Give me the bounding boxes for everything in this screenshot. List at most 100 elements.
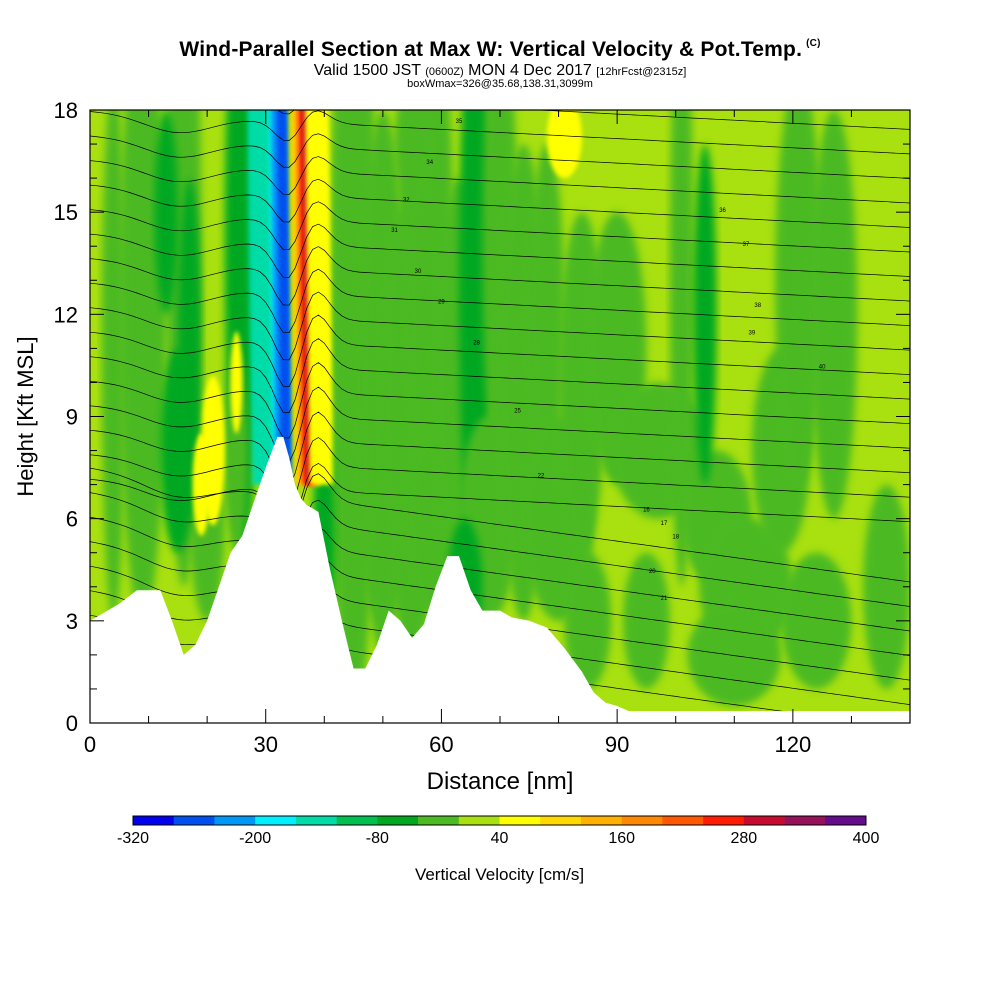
theta-label: 17 [661, 521, 668, 527]
field-cell-30 [810, 110, 858, 519]
colorbar-swatch [377, 816, 419, 825]
field-cell-36 [693, 144, 717, 485]
field-cell-32 [781, 552, 852, 689]
colorbar-swatch [255, 816, 297, 825]
colorbar-swatch [336, 816, 378, 825]
wave-band-2 [276, 110, 292, 485]
wave-band-7 [305, 110, 334, 485]
colorbar-swatch [825, 816, 867, 825]
y-axis-label: Height [Kft MSL] [13, 336, 38, 496]
x-tick-label: 0 [84, 732, 96, 757]
x-tick-label: 30 [253, 732, 277, 757]
updraft-cell-1 [192, 433, 211, 536]
theta-label: 34 [426, 160, 433, 166]
colorbar-swatch [418, 816, 460, 825]
terrain-profile [90, 436, 910, 723]
x-tick-label: 120 [774, 732, 811, 757]
theta-label: 35 [456, 119, 463, 125]
updraft-cell-3 [230, 331, 243, 434]
theta-label: 31 [391, 228, 398, 234]
colorbar-swatch [458, 816, 500, 825]
valid-date: MON 4 Dec 2017 [468, 62, 592, 79]
forecast-info: [12hrFcst@2315z] [596, 66, 687, 78]
colorbar-swatch [784, 816, 826, 825]
theta-line-15 [90, 268, 910, 334]
x-tick-label: 60 [429, 732, 453, 757]
theta-label: 21 [661, 596, 668, 602]
theta-label: 16 [643, 507, 650, 513]
y-tick-label: 15 [54, 200, 78, 225]
theta-label: 29 [438, 300, 445, 306]
colorbar-swatch [743, 816, 785, 825]
theta-label: 28 [473, 341, 480, 347]
colorbar-swatch [662, 816, 704, 825]
field-cell-0 [101, 110, 126, 621]
field-cell-34 [564, 552, 612, 689]
colorbar-swatch [295, 816, 337, 825]
theta-line-9 [90, 411, 910, 487]
field-cell-1 [119, 110, 167, 621]
theta-label: 20 [649, 569, 656, 575]
theta-line-13 [90, 314, 910, 387]
theta-label: 38 [754, 303, 761, 309]
field-cell-9 [224, 348, 249, 553]
field-cell-33 [687, 603, 782, 706]
theta-label: 30 [415, 269, 422, 275]
colorbar-tick-label: 40 [491, 830, 509, 847]
colorbar: -320 -200 -80 40 160 280 400 Vertical Velocity … [117, 815, 880, 884]
theta-line-7 [90, 462, 910, 533]
theta-line-21 [90, 133, 910, 179]
colorbar-swatch [499, 816, 541, 825]
colorbar-label: Vertical Velocity [cm/s] [415, 865, 584, 884]
y-tick-label: 3 [66, 609, 78, 634]
theta-line-10 [90, 386, 910, 463]
valid-utc: (0600Z) [425, 66, 464, 78]
theta-line-22 [90, 110, 910, 155]
y-tick-label: 12 [54, 302, 78, 327]
theta-line-5 [90, 492, 910, 607]
theta-label: 40 [819, 364, 826, 370]
theta-label: 37 [743, 242, 750, 248]
theta-line-23 [277, 110, 910, 130]
colorbar-swatch [580, 816, 622, 825]
field-cell-20 [529, 144, 565, 485]
chart-title-text: Wind-Parallel Section at Max W: Vertical… [179, 38, 803, 61]
theta-line-8 [90, 437, 910, 510]
theta-line-12 [90, 338, 910, 413]
colorbar-swatch [540, 816, 582, 825]
theta-label: 32 [403, 198, 410, 204]
theta-label: 18 [672, 535, 679, 541]
copyright-mark: (C) [806, 38, 821, 49]
theta-line-17 [90, 223, 910, 278]
theta-line-19 [90, 178, 910, 228]
field-cell-29 [775, 110, 823, 485]
theta-line-14 [90, 291, 910, 361]
colorbar-tick-label: 400 [853, 830, 880, 847]
theta-label: 39 [749, 330, 756, 336]
y-tick-label: 6 [66, 507, 78, 532]
theta-line-16 [90, 246, 910, 306]
field-cell-37 [394, 110, 430, 213]
box-info: boxWmax=326@35.68,138.31,3099m [407, 78, 593, 90]
field-cell-31 [863, 484, 910, 689]
colorbar-swatch [621, 816, 663, 825]
theta-label: 25 [514, 409, 521, 415]
colorbar-swatch [703, 816, 745, 825]
theta-line-18 [90, 201, 910, 253]
colorbar-swatch [214, 816, 256, 825]
y-tick-label: 0 [66, 711, 78, 736]
colorbar-swatch [133, 816, 175, 825]
colorbar-tick-label: 280 [730, 830, 757, 847]
field-cell-4 [154, 110, 178, 315]
theta-line-6 [90, 467, 910, 583]
theta-label: 36 [719, 208, 726, 214]
theta-label: 22 [538, 473, 545, 479]
theta-line-20 [90, 156, 910, 204]
x-axis-label: Distance [nm] [427, 768, 574, 795]
chart-subtitle: Valid 1500 JST (0600Z) MON 4 Dec 2017 [1… [0, 62, 1000, 80]
theta-line-4 [90, 516, 910, 632]
y-tick-label: 18 [54, 98, 78, 123]
field-cell-35 [623, 552, 670, 689]
